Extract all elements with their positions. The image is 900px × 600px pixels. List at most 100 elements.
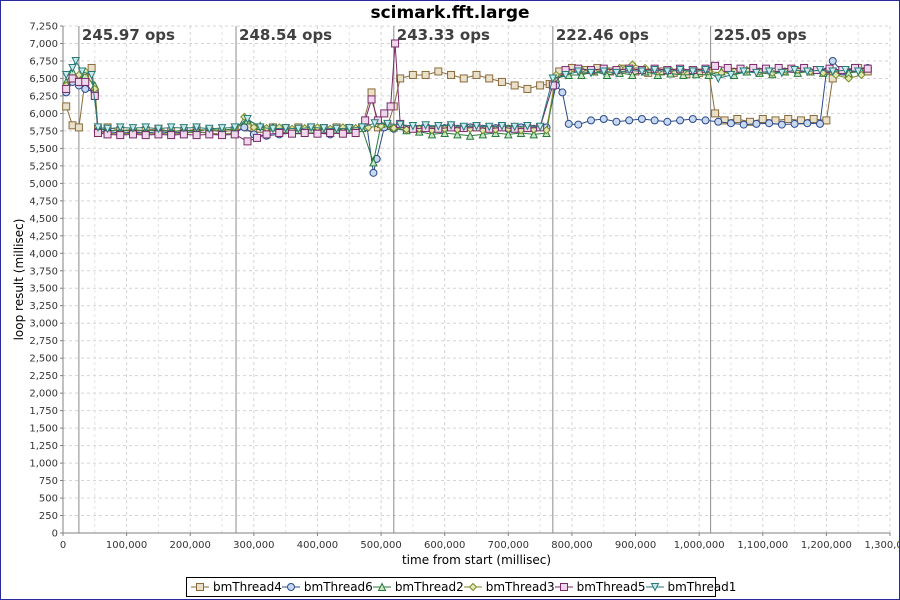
data-point [784, 115, 793, 124]
data-point [853, 67, 863, 77]
data-point [523, 84, 532, 93]
y-tick-label: 4,000 [29, 249, 58, 260]
data-point [599, 67, 609, 77]
data-point [255, 123, 265, 133]
x-tick-label: 200,000 [170, 540, 211, 551]
data-point [402, 125, 411, 134]
data-point [548, 74, 558, 84]
y-tick-label: 5,250 [29, 161, 58, 172]
data-point [319, 124, 329, 133]
data-point [87, 70, 96, 80]
data-point [714, 117, 723, 126]
data-point [774, 63, 783, 72]
legend-swatch-icon [372, 582, 391, 591]
data-point [790, 119, 799, 128]
data-point [115, 123, 125, 133]
data-point [141, 123, 151, 133]
data-point [752, 68, 761, 78]
y-tick-label: 1,000 [29, 459, 58, 470]
data-point [497, 122, 507, 131]
data-point [249, 123, 259, 132]
phase-marker-label: 248.54 ops [239, 26, 332, 44]
data-point [369, 168, 378, 177]
data-point [383, 119, 392, 129]
data-point [777, 120, 786, 129]
data-point [434, 122, 443, 131]
legend-label: bmThread6 [303, 580, 373, 594]
data-point [586, 68, 596, 78]
chart-title: scimark.fft.large [370, 3, 530, 23]
data-point [421, 121, 430, 130]
data-point [408, 70, 417, 79]
data-point [752, 119, 761, 128]
data-point [663, 67, 672, 77]
legend-swatch-icon [645, 583, 664, 592]
data-point [844, 74, 853, 83]
phase-marker-label: 222.46 ops [556, 26, 649, 44]
data-point [790, 66, 799, 75]
y-tick-label: 6,750 [29, 56, 58, 67]
legend-label: bmThread2 [394, 580, 464, 594]
y-tick-label: 5,750 [29, 126, 58, 137]
data-point [230, 123, 240, 133]
y-tick-label: 6,500 [29, 74, 58, 85]
legend-label: bmThread1 [667, 580, 737, 594]
x-tick-label: 100,000 [106, 540, 147, 551]
y-tick-label: 1,500 [29, 424, 58, 435]
legend-swatch-icon [463, 582, 482, 592]
y-tick-label: 1,250 [29, 441, 58, 452]
x-tick-label: 500,000 [360, 540, 401, 551]
y-tick-label: 6,250 [29, 91, 58, 102]
data-point [446, 121, 456, 130]
data-point [93, 123, 103, 133]
data-point [294, 124, 303, 134]
data-point [116, 131, 125, 140]
data-point [179, 124, 189, 133]
data-point [749, 63, 758, 72]
data-point [701, 116, 710, 125]
data-point [815, 66, 825, 75]
data-point [396, 74, 405, 83]
data-point [453, 129, 462, 139]
data-point [81, 84, 90, 93]
data-point [141, 131, 150, 140]
data-point [386, 102, 395, 111]
data-point [574, 120, 583, 129]
y-tick-label: 4,250 [29, 231, 58, 242]
data-point [809, 115, 818, 124]
data-point [87, 63, 96, 72]
data-point [542, 125, 551, 135]
grid-lines [63, 25, 891, 534]
y-tick-label: 2,250 [29, 371, 58, 382]
data-point [637, 115, 646, 124]
legend-swatch-icon [554, 583, 573, 591]
data-point [650, 66, 659, 75]
data-point [357, 123, 367, 133]
data-point [485, 74, 494, 83]
data-point [253, 133, 262, 142]
legend-item: bmThread3 [463, 580, 555, 594]
legend-item: bmThread1 [645, 580, 737, 594]
data-point [361, 116, 370, 125]
data-point [459, 74, 468, 83]
data-point [510, 122, 519, 132]
data-point [688, 67, 698, 77]
x-tick-label: 1,300,000 [865, 540, 900, 551]
data-point [587, 116, 596, 125]
data-point [726, 70, 736, 80]
y-tick-label: 3,500 [29, 284, 58, 295]
data-point [803, 119, 812, 128]
data-point [624, 66, 634, 75]
data-point [395, 120, 405, 130]
data-point [408, 122, 418, 131]
data-point [192, 131, 201, 140]
legend-item: bmThread2 [372, 580, 464, 594]
data-point [367, 88, 376, 97]
data-point [205, 124, 214, 134]
y-tick-label: 7,250 [29, 22, 58, 33]
data-point [758, 115, 767, 124]
data-point [103, 124, 112, 134]
data-point [81, 77, 90, 86]
phase-marker-label: 225.05 ops [714, 26, 807, 44]
